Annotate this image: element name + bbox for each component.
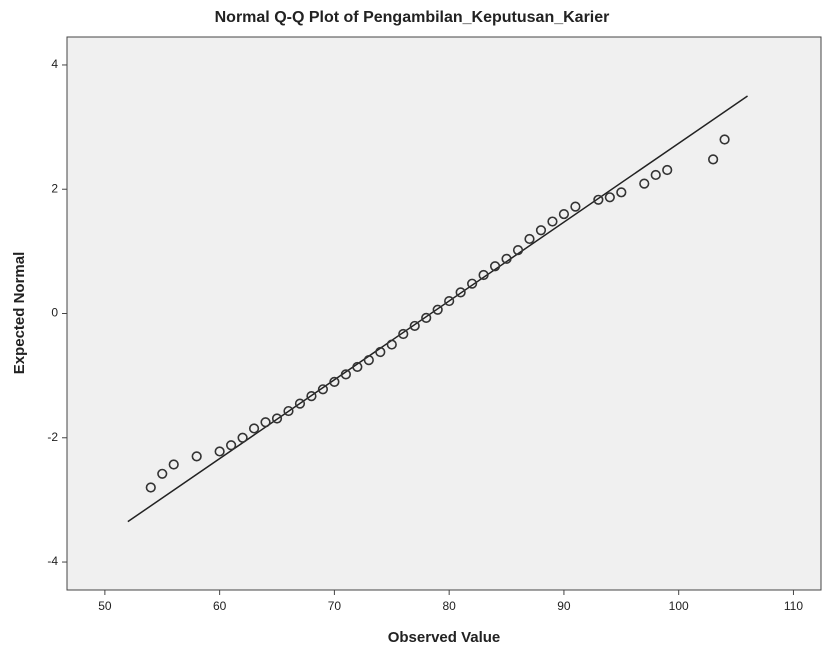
reference-line: [127, 95, 748, 523]
point: [329, 376, 340, 387]
point: [260, 417, 271, 428]
point: [248, 423, 260, 434]
y-tick-label: 4: [51, 57, 58, 71]
point: [547, 216, 558, 227]
point: [489, 261, 501, 272]
y-tick-label: 0: [51, 306, 58, 320]
point: [363, 355, 374, 366]
point: [708, 154, 719, 165]
point: [294, 398, 306, 409]
point: [317, 384, 329, 395]
point: [375, 346, 386, 358]
point: [157, 468, 168, 479]
x-tick-label: 80: [442, 599, 456, 613]
point: [191, 451, 202, 462]
point: [570, 201, 581, 212]
point: [478, 269, 489, 281]
point: [604, 192, 615, 203]
x-tick-label: 90: [557, 599, 571, 613]
y-axis-label: Expected Normal: [11, 252, 28, 375]
y-tick-label: -4: [47, 554, 58, 568]
point: [421, 312, 432, 323]
point: [340, 369, 351, 380]
x-tick-label: 100: [669, 599, 689, 613]
x-tick-label: 70: [328, 599, 342, 613]
chart-title: Normal Q-Q Plot of Pengambilan_Keputusan…: [215, 9, 610, 26]
point: [271, 413, 283, 424]
point: [145, 482, 156, 493]
x-tick-label: 60: [213, 599, 227, 613]
point: [512, 245, 524, 256]
y-tick-label: 2: [51, 181, 58, 195]
point: [386, 339, 397, 350]
point: [535, 225, 547, 236]
point: [593, 194, 604, 205]
point: [524, 233, 535, 245]
point: [650, 169, 661, 181]
point: [444, 295, 455, 307]
plot-area: [66, 36, 822, 591]
point: [639, 178, 650, 189]
x-tick-label: 50: [98, 599, 112, 613]
point: [237, 432, 248, 443]
point: [662, 164, 673, 176]
point: [616, 187, 627, 198]
point: [352, 361, 363, 373]
x-tick-label: 110: [784, 599, 803, 613]
point: [467, 278, 478, 289]
point: [306, 391, 317, 402]
y-tick-label: -2: [47, 430, 58, 444]
point: [283, 405, 294, 417]
point: [719, 134, 730, 145]
x-axis-label: Observed Value: [388, 629, 501, 646]
point: [558, 208, 570, 220]
point: [168, 459, 179, 470]
point: [226, 440, 237, 451]
point: [455, 287, 466, 298]
point: [501, 253, 512, 264]
point: [432, 304, 443, 315]
point: [214, 446, 225, 457]
point: [409, 320, 420, 332]
point: [398, 328, 409, 340]
